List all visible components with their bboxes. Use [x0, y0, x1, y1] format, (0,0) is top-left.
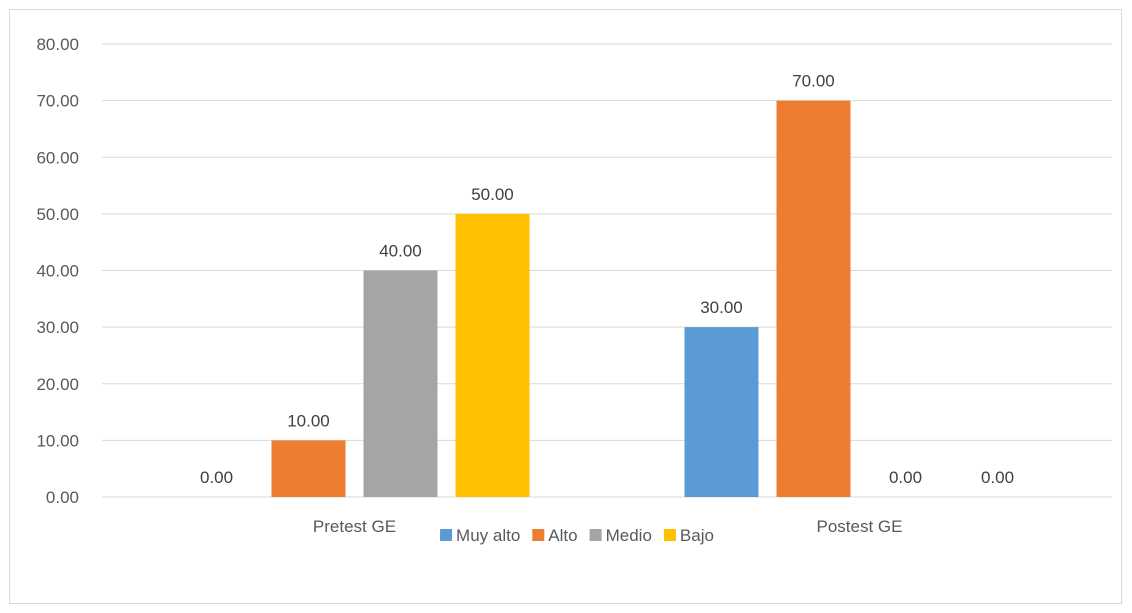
- y-tick-label: 70.00: [36, 92, 79, 111]
- bar: [684, 327, 759, 497]
- legend-label: Muy alto: [456, 526, 520, 545]
- bar: [271, 440, 346, 497]
- bar: [455, 213, 530, 497]
- x-category-label: Postest GE: [817, 517, 903, 536]
- data-label: 10.00: [287, 411, 330, 430]
- data-label: 0.00: [200, 468, 233, 487]
- data-label: 0.00: [981, 468, 1014, 487]
- x-axis-category-labels: Pretest GE Postest GE: [313, 517, 903, 536]
- data-label: 50.00: [471, 185, 514, 204]
- legend-swatch: [663, 529, 676, 541]
- legend: Muy alto Alto Medio Bajo: [440, 526, 714, 545]
- legend-swatch: [589, 529, 602, 541]
- legend-label: Bajo: [680, 526, 714, 545]
- data-labels: 0.00 10.00 40.00 50.00 30.00 70.00 0.00 0.00: [200, 72, 1014, 487]
- data-label: 30.00: [700, 298, 743, 317]
- data-label: 70.00: [792, 72, 835, 91]
- y-tick-label: 0.00: [46, 488, 79, 507]
- y-tick-label: 80.00: [36, 35, 79, 54]
- x-category-label: Pretest GE: [313, 517, 396, 536]
- data-label: 0.00: [889, 468, 922, 487]
- legend-item: Muy alto: [440, 526, 520, 545]
- data-label: 40.00: [379, 242, 422, 261]
- y-tick-label: 40.00: [36, 262, 79, 281]
- y-tick-label: 30.00: [36, 318, 79, 337]
- legend-swatch: [532, 529, 545, 541]
- y-tick-label: 10.00: [36, 431, 79, 450]
- legend-item: Medio: [589, 526, 652, 545]
- legend-item: Alto: [532, 526, 578, 545]
- chart-frame: [9, 9, 1122, 604]
- y-axis-tick-labels: 0.00 10.00 20.00 30.00 40.00 50.00 60.00 70.00 8…: [36, 35, 79, 507]
- y-tick-label: 60.00: [36, 148, 79, 167]
- bar: [776, 100, 851, 497]
- legend-item: Bajo: [663, 526, 714, 545]
- legend-swatch: [440, 529, 453, 541]
- bar: [363, 270, 438, 497]
- y-tick-label: 20.00: [36, 375, 79, 394]
- legend-label: Alto: [548, 526, 577, 545]
- y-tick-label: 50.00: [36, 205, 79, 224]
- legend-label: Medio: [606, 526, 652, 545]
- bars: [271, 100, 851, 497]
- gridlines: [102, 43, 1112, 498]
